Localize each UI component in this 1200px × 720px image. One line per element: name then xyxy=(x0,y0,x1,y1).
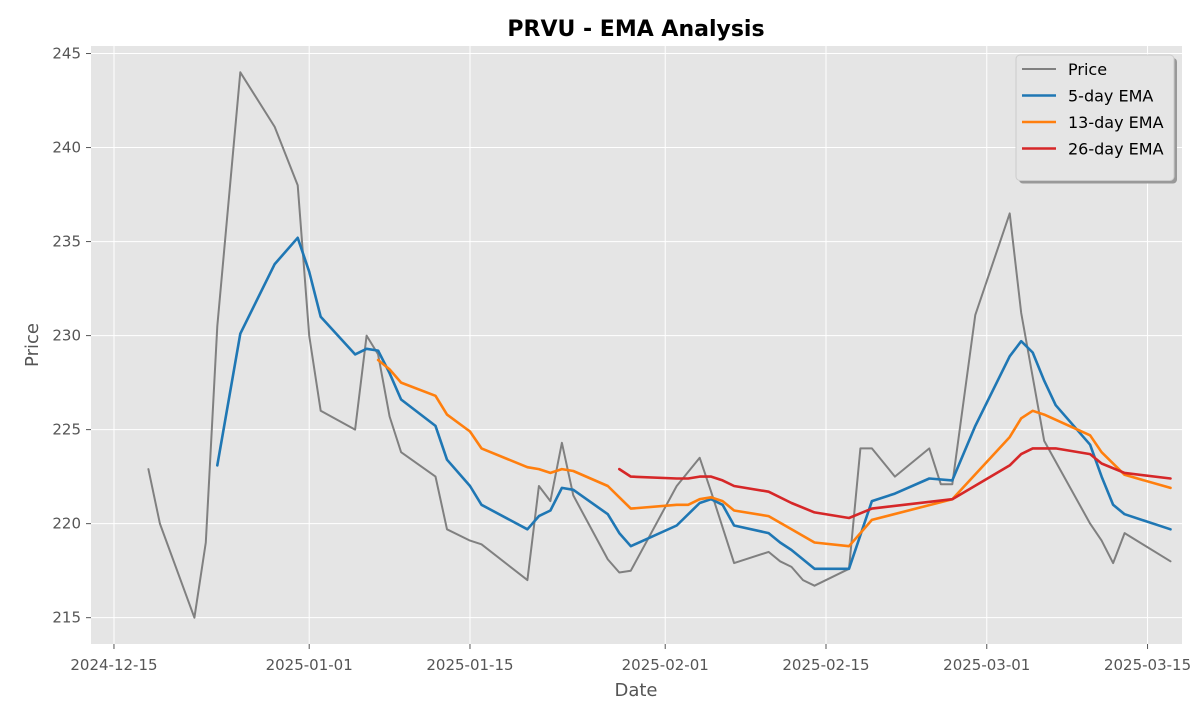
y-axis-label: Price xyxy=(22,323,43,367)
y-tick-label: 215 xyxy=(52,609,81,627)
x-tick-label: 2025-02-15 xyxy=(782,656,869,674)
grid xyxy=(91,46,1182,644)
chart-title: PRVU - EMA Analysis xyxy=(507,17,764,42)
series-line-26-day-ema xyxy=(618,447,1172,520)
legend-label-26-day-ema: 26-day EMA xyxy=(1068,140,1164,159)
x-tick-label: 2024-12-15 xyxy=(70,656,157,674)
series-line-13-day-ema xyxy=(376,358,1172,548)
legend-label-13-day-ema: 13-day EMA xyxy=(1068,113,1164,132)
x-tick-label: 2025-01-01 xyxy=(266,656,353,674)
y-tick-label: 225 xyxy=(52,421,81,439)
y-tick-label: 230 xyxy=(52,327,81,345)
legend-label-price: Price xyxy=(1068,60,1107,79)
y-tick-label: 240 xyxy=(52,139,81,157)
x-axis-label: Date xyxy=(614,680,657,701)
legend-label-5-day-ema: 5-day EMA xyxy=(1068,87,1153,106)
x-tick-label: 2025-03-01 xyxy=(943,656,1030,674)
axes: 2024-12-15 2025-01-01 2025-01-15 2025-02-01… xyxy=(52,45,1191,674)
x-tick-label: 2025-02-01 xyxy=(622,656,709,674)
x-tick-label: 2025-01-15 xyxy=(426,656,513,674)
y-tick-label: 220 xyxy=(52,515,81,533)
legend: Price 5-day EMA 13-day EMA 26-day EMA xyxy=(1015,54,1177,184)
series-line-5-day-ema xyxy=(216,236,1172,571)
y-tick-label: 235 xyxy=(52,233,81,251)
series-lines xyxy=(147,71,1172,619)
x-tick-label: 2025-03-15 xyxy=(1104,656,1191,674)
series-line-price xyxy=(147,71,1172,619)
y-tick-label: 245 xyxy=(52,45,81,63)
